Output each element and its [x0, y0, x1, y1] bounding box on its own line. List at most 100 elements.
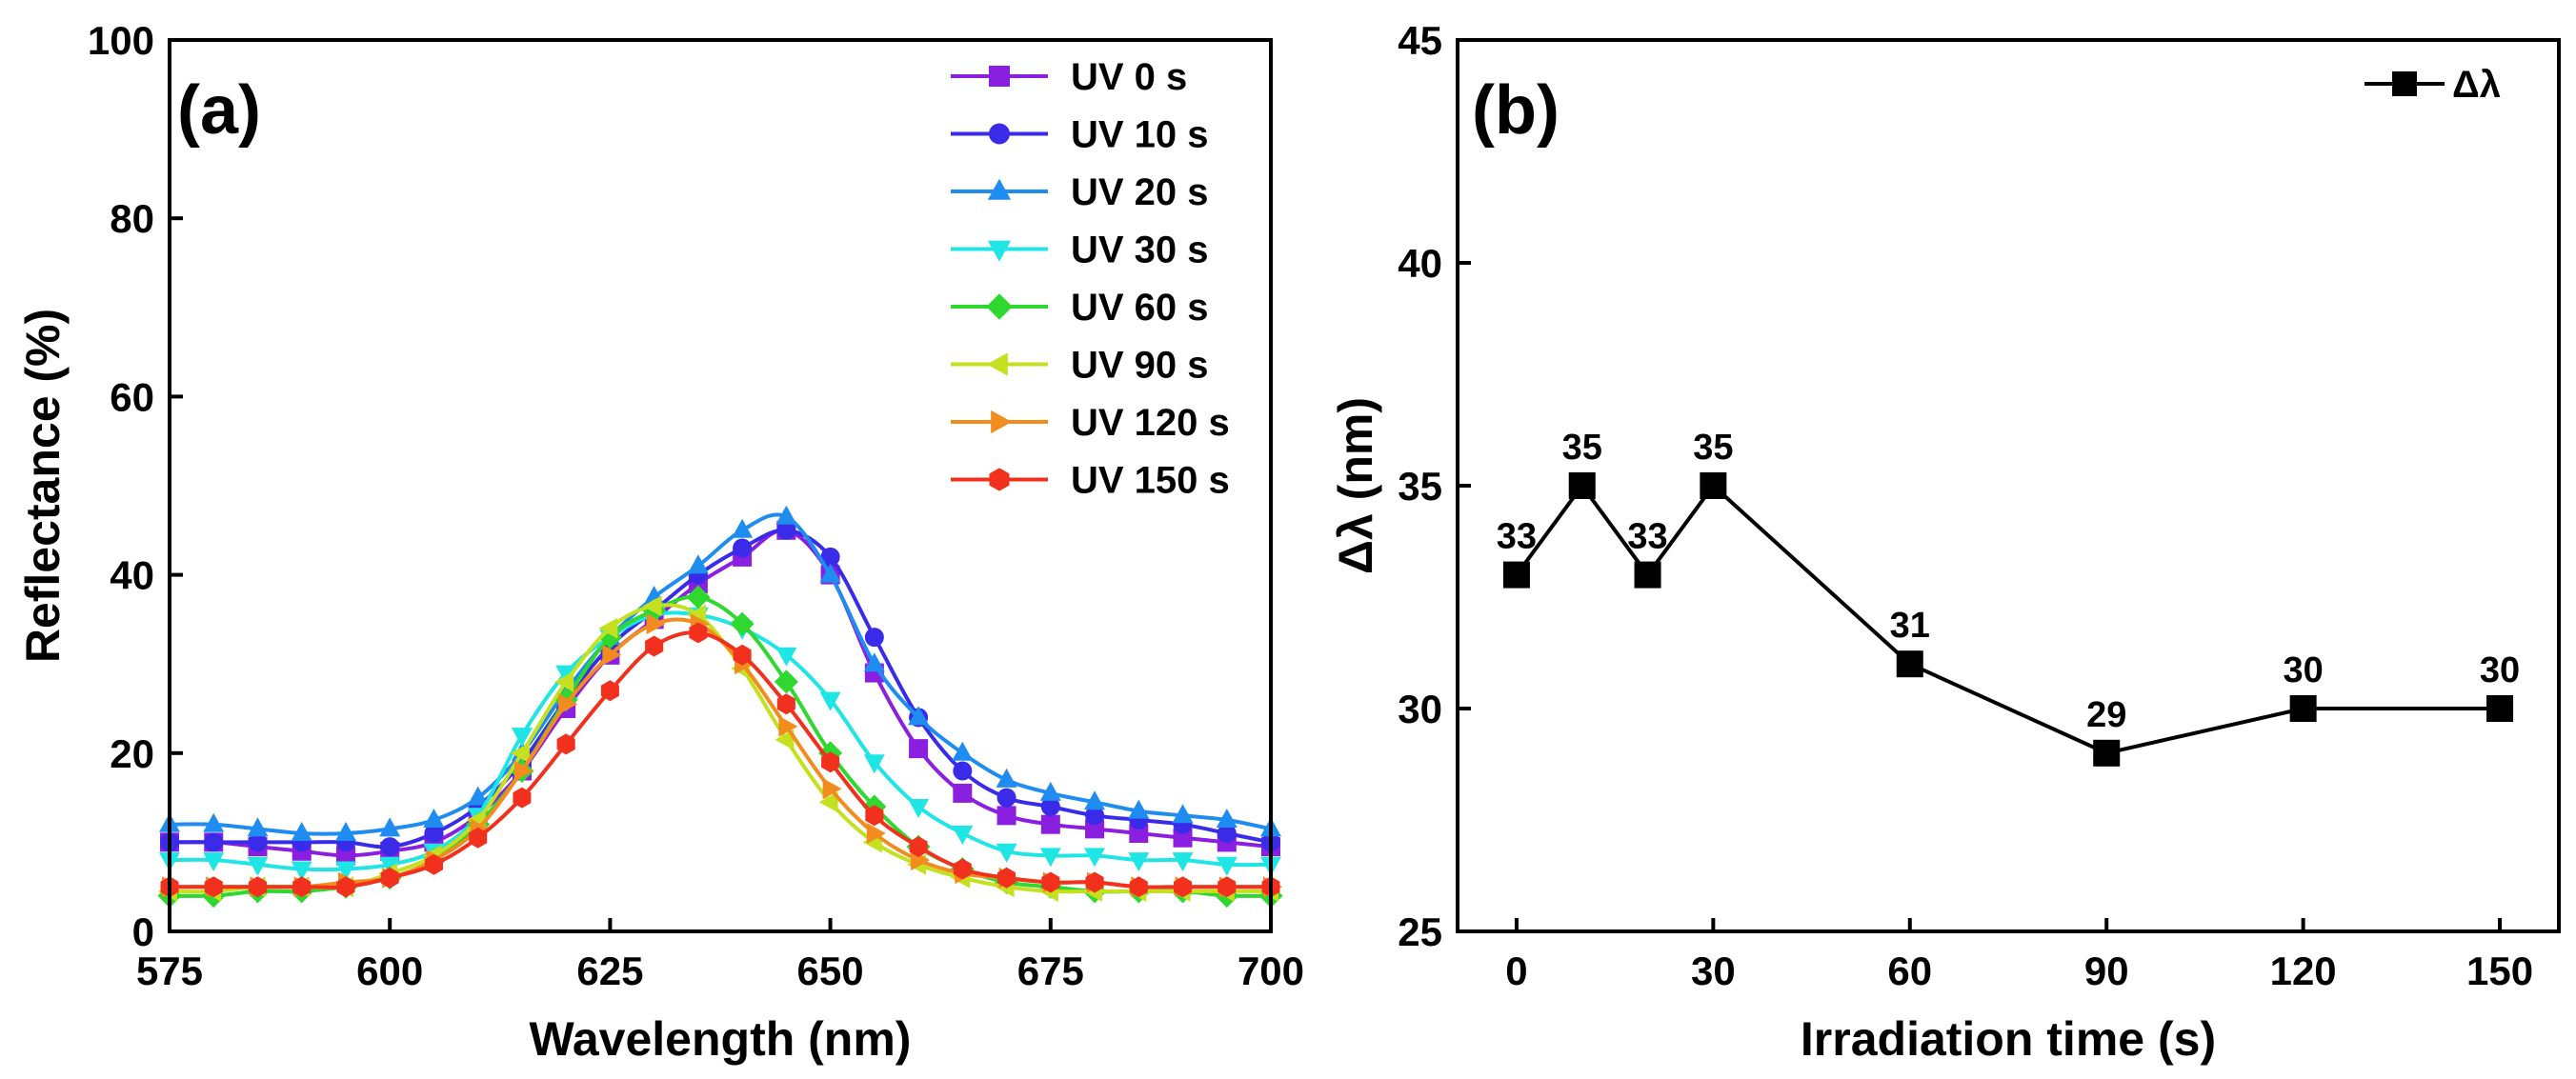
data-point	[1129, 876, 1148, 898]
data-point	[379, 817, 401, 837]
data-point	[203, 852, 225, 872]
data-point	[953, 858, 972, 880]
data-point	[2486, 695, 2514, 722]
series-line	[169, 528, 1272, 858]
data-point	[1085, 806, 1105, 826]
data-point	[335, 846, 355, 866]
data-point	[1039, 781, 1061, 801]
data-point	[292, 876, 312, 898]
series-uv-20-s	[159, 505, 1281, 841]
panel-b-ticks: 0 30 60 90 120 150 25 30 35 40 45	[1398, 18, 2533, 993]
panel-b-x-axis-label: Irradiation time (s)	[1801, 1012, 2216, 1066]
panel-b-x-tick-label: 120	[2270, 949, 2337, 993]
data-point	[952, 741, 974, 761]
data-point	[203, 812, 225, 832]
data-point	[818, 791, 838, 813]
data-point	[863, 652, 885, 672]
legend-entry-label: UV 90 s	[1071, 345, 1209, 387]
data-point	[1173, 828, 1193, 848]
data-point	[997, 867, 1016, 889]
data-point	[775, 729, 795, 750]
data-point	[863, 754, 885, 774]
panel-b: 33 35 33 35 31 29 30 30 0 30 60 90 120 150 25 30 35 40 45…	[1329, 18, 2561, 1066]
data-point	[776, 520, 796, 540]
legend-entry-label: UV 120 s	[1071, 402, 1230, 444]
data-label: 31	[1890, 606, 1930, 646]
data-point	[909, 739, 929, 759]
panel-a-x-tick-label: 650	[797, 949, 864, 993]
data-point	[335, 822, 356, 841]
data-point	[733, 644, 752, 666]
data-point	[1634, 561, 1661, 589]
legend-marker	[987, 240, 1012, 262]
data-point	[291, 861, 312, 881]
data-point	[423, 809, 445, 828]
panel-a-y-tick-label: 60	[110, 374, 154, 419]
data-point	[952, 826, 974, 845]
data-point	[204, 832, 224, 852]
data-point	[733, 538, 753, 558]
data-point	[864, 628, 884, 648]
data-point	[1216, 856, 1238, 876]
data-point	[996, 788, 1016, 808]
series-line	[169, 528, 1272, 849]
panel-b-y-tick-label: 45	[1398, 18, 1442, 63]
panel-a-plot-frame	[168, 38, 1273, 933]
data-point	[1896, 650, 1923, 678]
data-point	[1700, 472, 1727, 499]
data-point	[776, 693, 795, 715]
panel-a-y-axis-label: Reflectance (%)	[16, 309, 70, 663]
data-point	[730, 611, 755, 636]
panel-a-y-tick-label: 80	[110, 196, 154, 241]
panel-a-label: (a)	[177, 72, 261, 149]
data-point	[247, 817, 269, 837]
legend-marker	[989, 66, 1010, 87]
data-point	[1040, 814, 1060, 834]
panel-a-x-tick-label: 625	[576, 949, 643, 993]
series-line	[169, 610, 1272, 872]
data-point	[778, 715, 798, 737]
data-point	[247, 856, 269, 876]
legend-entry-label: UV 0 s	[1071, 56, 1187, 98]
data-point	[909, 836, 928, 858]
data-point	[1041, 871, 1060, 893]
data-point	[908, 706, 930, 726]
panel-b-x-tick-label: 60	[1887, 949, 1932, 993]
data-point	[556, 733, 575, 755]
panel-b-y-tick-label: 25	[1398, 909, 1442, 954]
data-point	[1128, 799, 1150, 819]
panel-a-y-tick-label: 100	[88, 18, 154, 63]
data-point	[866, 823, 886, 844]
data-point	[1174, 876, 1192, 898]
data-point	[1040, 796, 1060, 816]
data-point	[689, 622, 708, 644]
panel-a-series	[157, 505, 1283, 909]
panel-b-x-tick-label: 150	[2466, 949, 2533, 993]
data-point	[1502, 561, 1530, 589]
legend-entry-label: Δλ	[2452, 64, 2501, 106]
data-point	[336, 876, 355, 898]
data-point	[732, 518, 754, 538]
data-point	[204, 876, 223, 898]
legend-marker	[987, 178, 1012, 200]
panel-b-x-tick-label: 30	[1691, 949, 1736, 993]
panel-b-legend: Δλ	[2365, 64, 2501, 106]
series-line	[1515, 482, 2501, 755]
legend-marker	[989, 468, 1010, 491]
data-point	[554, 670, 574, 692]
data-point	[1085, 871, 1104, 893]
data-point	[775, 647, 797, 667]
data-point	[1172, 852, 1194, 872]
panel-a-y-tick-label: 20	[110, 731, 154, 776]
data-point	[953, 783, 973, 803]
data-point	[1568, 472, 1596, 499]
data-point	[513, 787, 532, 809]
data-point	[380, 867, 399, 889]
legend-entry-label: UV 10 s	[1071, 114, 1209, 156]
legend-entry-label: UV 30 s	[1071, 230, 1209, 271]
data-point	[774, 669, 798, 694]
data-point	[996, 768, 1017, 788]
data-point	[822, 778, 842, 800]
data-point	[1172, 804, 1194, 824]
